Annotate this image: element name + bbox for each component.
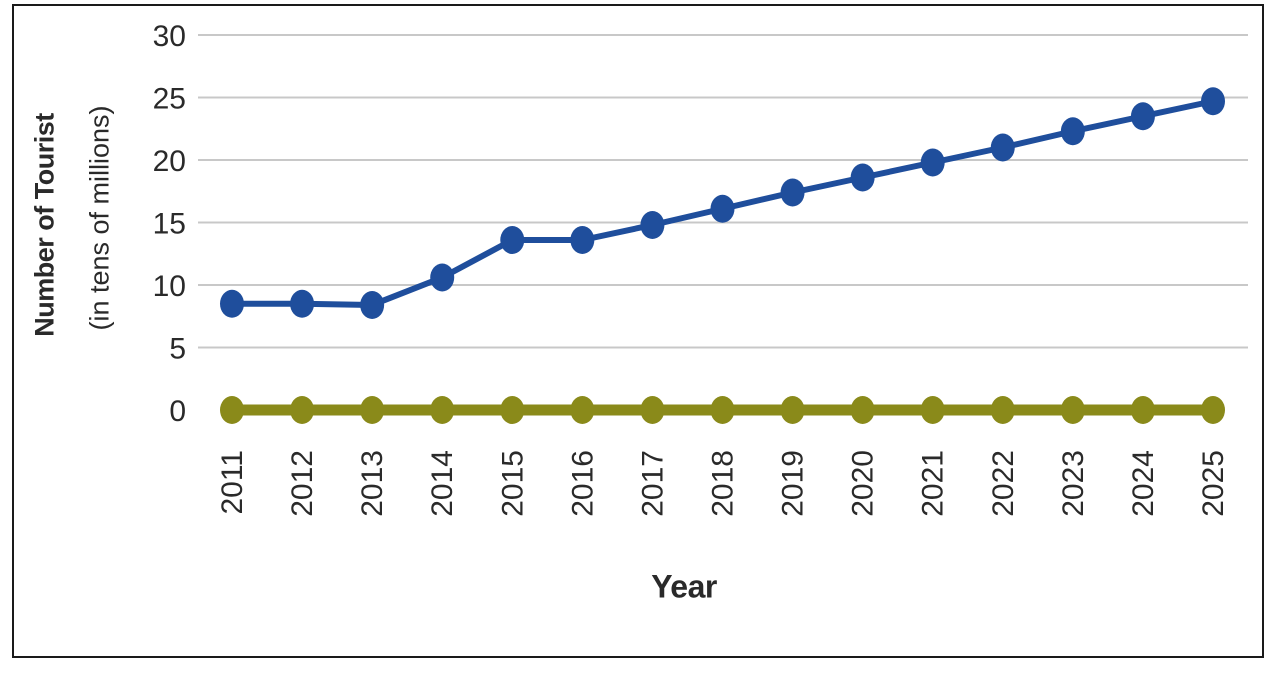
data-point: [1201, 87, 1225, 116]
data-point: [1201, 396, 1225, 424]
data-point: [290, 396, 315, 424]
series-lines: [220, 87, 1225, 424]
y-tick-label: 10: [153, 270, 186, 303]
data-point: [640, 396, 665, 424]
x-tick-label: 2014: [426, 450, 459, 517]
x-tick-label: 2017: [636, 450, 669, 517]
y-tick-label: 25: [153, 83, 186, 116]
data-point: [780, 396, 805, 424]
x-tick-label: 2016: [566, 450, 599, 517]
y-axis-ticks: 0 5 10 15 20 25 30: [153, 20, 186, 428]
data-point: [990, 133, 1015, 162]
x-tick-label: 2019: [777, 450, 810, 517]
y-axis-sublabel: (in tens of millions): [84, 105, 115, 331]
data-point: [920, 148, 945, 177]
data-point: [570, 226, 595, 254]
x-tick-label: 2012: [286, 450, 319, 517]
data-point: [1060, 396, 1085, 424]
y-tick-label: 30: [153, 20, 186, 53]
data-point: [640, 211, 665, 239]
x-axis-label: Year: [651, 568, 717, 605]
x-tick-label: 2022: [987, 450, 1020, 517]
data-point: [850, 163, 875, 192]
gridlines: [198, 34, 1248, 349]
x-tick-label: 2018: [707, 450, 740, 517]
x-tick-label: 2015: [496, 450, 529, 517]
data-point: [1060, 117, 1085, 146]
data-point: [220, 289, 244, 318]
x-tick-label: 2025: [1197, 450, 1230, 517]
data-point: [710, 194, 735, 223]
y-axis-label: Number of Tourist: [29, 113, 60, 337]
data-point: [920, 396, 945, 424]
y-tick-label: 0: [169, 395, 186, 428]
data-point: [360, 291, 385, 319]
data-point: [430, 263, 455, 292]
data-point: [570, 396, 595, 424]
data-point: [290, 289, 315, 318]
data-point: [990, 396, 1015, 424]
y-tick-label: 15: [153, 208, 186, 241]
x-tick-label: 2021: [917, 450, 950, 517]
data-point: [430, 396, 455, 424]
y-tick-label: 5: [169, 333, 186, 366]
data-point: [360, 396, 385, 424]
data-point: [1130, 102, 1155, 131]
data-point: [220, 396, 244, 424]
data-point: [1130, 396, 1155, 424]
x-tick-label: 2024: [1127, 450, 1160, 517]
x-tick-label: 2023: [1057, 450, 1090, 517]
data-point: [780, 178, 805, 207]
chart-frame: [12, 4, 1264, 658]
x-axis-ticks: 2011 2012 2013 2014 2015 2016 2017 2018 2019 2020…: [216, 450, 1230, 517]
data-point: [710, 396, 735, 424]
data-point: [850, 396, 875, 424]
x-tick-label: 2020: [847, 450, 880, 517]
x-tick-label: 2011: [216, 450, 249, 515]
data-point: [500, 226, 525, 254]
y-tick-label: 20: [153, 145, 186, 178]
x-tick-label: 2013: [356, 450, 389, 517]
data-point: [500, 396, 525, 424]
